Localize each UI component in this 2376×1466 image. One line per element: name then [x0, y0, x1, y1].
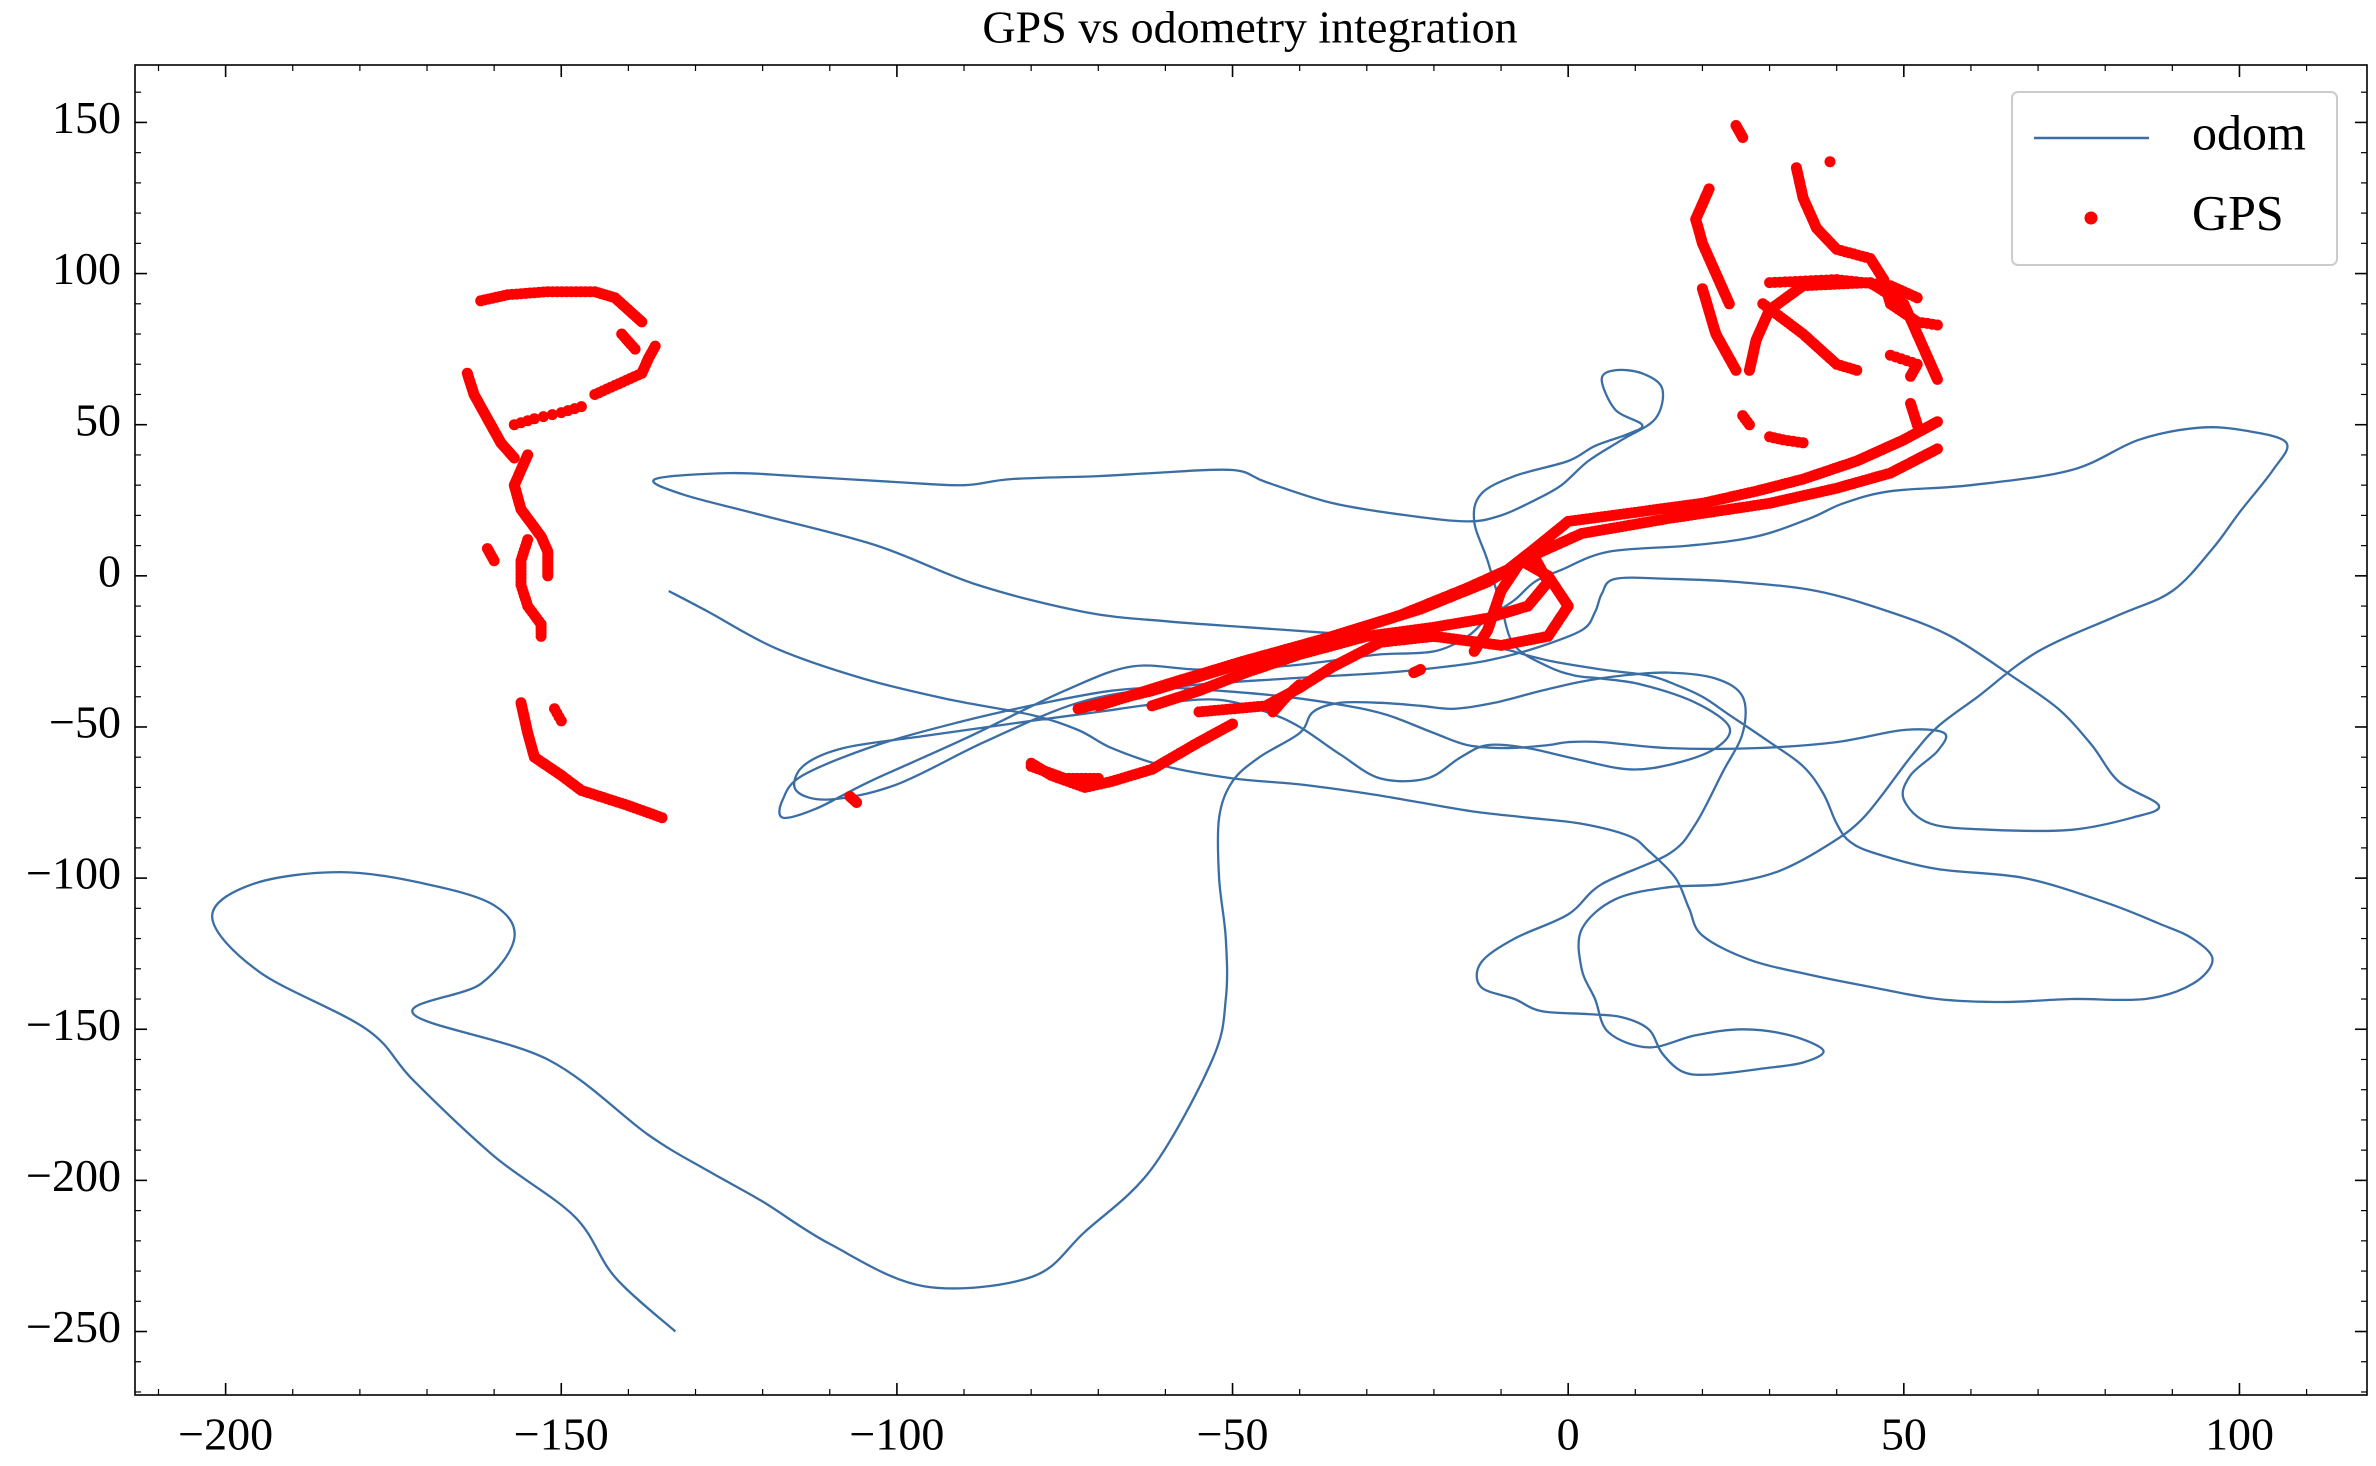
- y-tick-label: −250: [26, 1301, 121, 1352]
- gps-point: [488, 555, 500, 567]
- gps-point: [656, 812, 668, 824]
- legend-label-gps: GPS: [2192, 184, 2284, 240]
- gps-point: [1931, 319, 1943, 331]
- legend: odom GPS: [2011, 91, 2338, 266]
- gps-point: [1696, 283, 1708, 295]
- y-tick-label: −100: [26, 848, 121, 899]
- gps-point: [1092, 772, 1104, 784]
- x-tick-label: −100: [849, 1409, 944, 1460]
- gps-point: [1905, 370, 1916, 382]
- gps-point: [1931, 443, 1943, 455]
- gps-point: [535, 630, 547, 642]
- gps-point: [1743, 419, 1755, 431]
- gps-point: [528, 413, 540, 425]
- gps-point: [636, 316, 648, 328]
- gps-point: [1737, 132, 1749, 143]
- legend-gps-swatch: [2084, 211, 2098, 225]
- gps-point: [508, 452, 520, 464]
- gps-point: [546, 409, 558, 421]
- gps-point: [542, 570, 554, 582]
- x-tick-label: −200: [178, 1409, 273, 1460]
- x-tick-label: −50: [1197, 1409, 1269, 1460]
- y-tick-label: −200: [26, 1150, 121, 1201]
- gps-point: [1227, 718, 1238, 730]
- gps-point: [1267, 706, 1279, 718]
- gps-point: [1911, 419, 1923, 431]
- y-tick-label: 100: [52, 243, 121, 294]
- x-tick-label: 100: [2205, 1409, 2274, 1460]
- gps-point: [1529, 552, 1541, 564]
- plot-area: [211, 120, 2289, 1333]
- y-tick-label: 150: [52, 92, 121, 143]
- x-tick-label: 0: [1557, 1409, 1580, 1460]
- legend-label-odom: odom: [2192, 104, 2306, 160]
- gps-point: [537, 411, 549, 423]
- y-tick-label: −150: [26, 999, 121, 1050]
- axes: −200 −150 −100 −50 0 50 100 150 100 50 0 −50 −100 −15…: [26, 64, 2368, 1460]
- gps-point: [1415, 664, 1426, 675]
- gps-point: [1797, 437, 1809, 449]
- y-tick-label: −50: [49, 697, 121, 748]
- gps-point: [1911, 292, 1923, 304]
- chart-title: GPS vs odometry integration: [982, 2, 1517, 53]
- gps-point: [1468, 645, 1480, 657]
- x-tick-label: −150: [514, 1409, 609, 1460]
- gps-point: [1703, 183, 1715, 195]
- gps-point: [1931, 373, 1943, 385]
- y-tick-label: 0: [98, 545, 121, 596]
- gps-point: [851, 797, 863, 808]
- axes-frame: [134, 64, 2368, 1396]
- y-tick-label: 50: [75, 394, 121, 445]
- gps-point: [629, 343, 641, 355]
- x-tick-label: 50: [1881, 1409, 1927, 1460]
- gps-point: [1851, 364, 1863, 376]
- gps-point: [555, 715, 567, 727]
- gps-point: [649, 340, 661, 352]
- gps-point: [1824, 156, 1836, 168]
- gps-point: [1931, 416, 1943, 428]
- gps-point: [575, 401, 587, 413]
